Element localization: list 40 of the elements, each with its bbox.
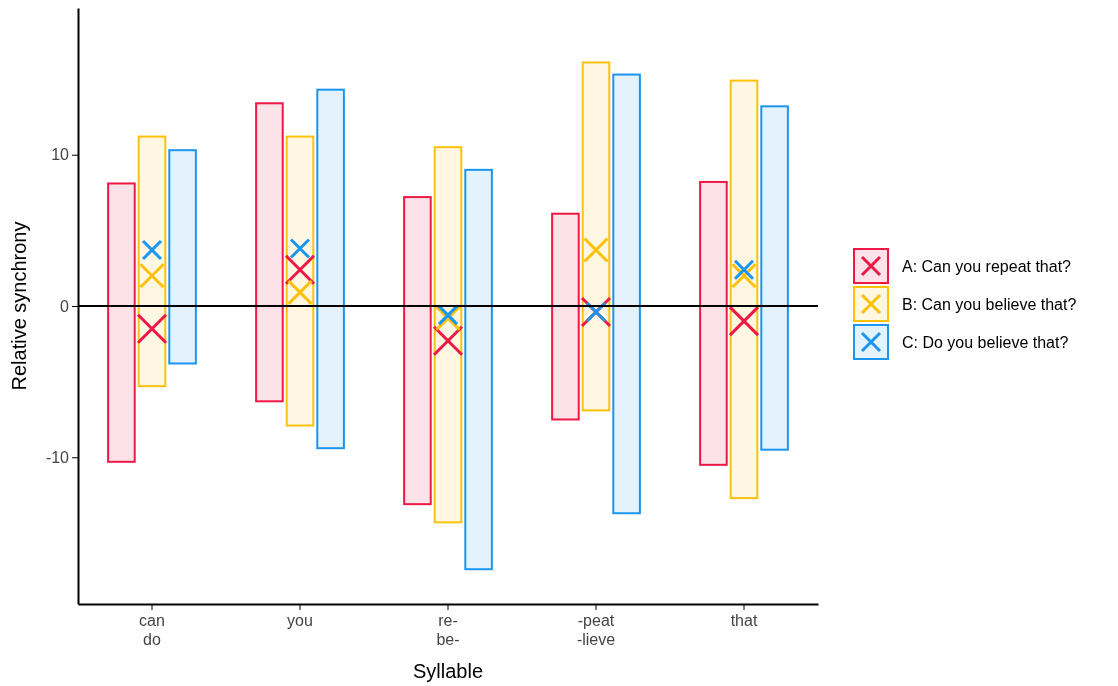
x-tick-label: can do <box>139 612 165 649</box>
point <box>289 238 311 260</box>
bar <box>168 149 197 365</box>
x-tick-label: that <box>730 612 758 629</box>
point <box>583 237 609 264</box>
x-tick-label: you <box>287 612 313 629</box>
y-tick-label: -10 <box>45 448 70 466</box>
point <box>733 259 755 281</box>
y-axis-title: Relative synchrony <box>8 221 30 391</box>
bar <box>255 102 284 403</box>
bar <box>581 61 611 412</box>
legend-label: B: Can you believe that? <box>902 296 1077 313</box>
bar <box>464 168 493 571</box>
bar <box>612 73 641 515</box>
bar <box>137 135 167 388</box>
y-tick-label: 10 <box>51 146 70 164</box>
point <box>287 279 313 306</box>
bar <box>729 79 759 500</box>
point <box>437 304 459 326</box>
point <box>141 239 163 261</box>
bar <box>107 182 136 463</box>
x-tick-label: -peat -lieve <box>576 612 616 649</box>
bar <box>316 88 345 450</box>
legend-label: A: Can you repeat that? <box>902 258 1072 275</box>
legend-label: C: Do you believe that? <box>902 334 1069 351</box>
y-tick-label: 0 <box>60 297 70 315</box>
point <box>432 325 464 357</box>
bar <box>760 105 789 451</box>
point <box>139 262 165 289</box>
bar <box>551 212 580 421</box>
point <box>728 305 760 337</box>
bar <box>699 180 728 466</box>
x-tick-label: re- be- <box>436 612 460 649</box>
point <box>136 313 168 345</box>
point <box>731 262 757 289</box>
point <box>284 254 316 286</box>
bar <box>433 146 463 524</box>
bar <box>285 135 315 427</box>
x-axis-title: Syllable <box>412 660 484 682</box>
bar <box>403 196 432 506</box>
